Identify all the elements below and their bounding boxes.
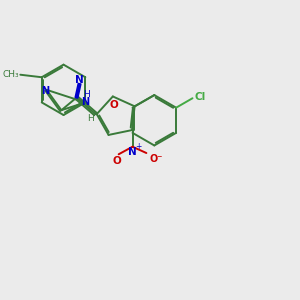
- Text: N: N: [128, 147, 137, 157]
- Text: Cl: Cl: [195, 92, 206, 102]
- Text: +: +: [136, 142, 142, 151]
- Text: O: O: [112, 156, 121, 166]
- Text: N: N: [41, 86, 49, 96]
- Text: N: N: [75, 76, 83, 85]
- Text: O⁻: O⁻: [150, 154, 163, 164]
- Text: O: O: [109, 100, 118, 110]
- Text: H: H: [83, 89, 90, 98]
- Text: N: N: [81, 98, 89, 107]
- Text: CH₃: CH₃: [2, 70, 19, 79]
- Text: H: H: [87, 114, 94, 123]
